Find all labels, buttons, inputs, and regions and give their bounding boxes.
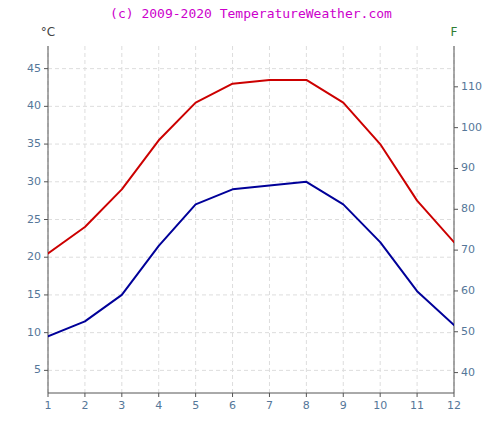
y-tick — [44, 181, 48, 182]
grid-line-y — [48, 68, 454, 69]
y-tick — [44, 144, 48, 145]
y2-tick — [454, 290, 458, 291]
grid-line-y — [48, 106, 454, 107]
x-tick — [454, 393, 455, 397]
y-tick-label: 25 — [27, 213, 41, 226]
grid-line-x — [195, 46, 196, 393]
x-tick — [121, 393, 122, 397]
grid-line-x — [84, 46, 85, 393]
x-tick-label: 3 — [118, 399, 125, 412]
texts: (c) 2009-2020 TemperatureWeather.com °C F — [41, 6, 458, 39]
x-tick-label: 10 — [373, 399, 387, 412]
y2-tick — [454, 127, 458, 128]
grid-line-x — [269, 46, 270, 393]
x-tick — [306, 393, 307, 397]
background — [0, 0, 504, 425]
y-axis-label: °C — [41, 25, 55, 39]
lines — [48, 80, 454, 336]
y2-tick — [454, 331, 458, 332]
x-tick-label: 6 — [229, 399, 236, 412]
y2-tick-label: 110 — [461, 80, 482, 93]
x-tick-label: 12 — [447, 399, 461, 412]
grid-line-y — [48, 257, 454, 258]
y2-tick-label: 70 — [461, 243, 475, 256]
y2-tick — [454, 250, 458, 251]
y-tick-label: 35 — [27, 137, 41, 150]
y-tick — [44, 332, 48, 333]
y-tick-label: 15 — [27, 288, 41, 301]
y2-tick — [454, 168, 458, 169]
grid-line-x — [158, 46, 159, 393]
x-tick — [158, 393, 159, 397]
x-tick — [343, 393, 344, 397]
axes: 5101520253035404540506070809010011012345… — [27, 46, 482, 412]
y-tick — [44, 370, 48, 371]
y2-axis-line — [454, 46, 455, 393]
x-tick-label: 9 — [340, 399, 347, 412]
grid-line-y — [48, 332, 454, 333]
y-tick — [44, 68, 48, 69]
grid-line-x — [454, 46, 455, 393]
x-tick — [417, 393, 418, 397]
y2-tick — [454, 372, 458, 373]
x-tick-label: 7 — [266, 399, 273, 412]
y2-tick-label: 50 — [461, 325, 475, 338]
x-tick — [269, 393, 270, 397]
x-tick-label: 2 — [81, 399, 88, 412]
grid-line-y — [48, 144, 454, 145]
y2-axis-label: F — [451, 25, 458, 39]
y2-tick-label: 90 — [461, 161, 475, 174]
title: (c) 2009-2020 TemperatureWeather.com — [110, 6, 392, 21]
y2-tick-label: 60 — [461, 284, 475, 297]
x-tick-label: 11 — [410, 399, 424, 412]
grid-line-y — [48, 370, 454, 371]
x-tick-label: 5 — [192, 399, 199, 412]
x-tick — [48, 393, 49, 397]
y-tick — [44, 294, 48, 295]
y-tick-label: 30 — [27, 175, 41, 188]
y-tick — [44, 106, 48, 107]
y-tick-label: 40 — [27, 99, 41, 112]
y2-tick-label: 100 — [461, 121, 482, 134]
grid-line-x — [232, 46, 233, 393]
y2-tick-label: 80 — [461, 202, 475, 215]
grid-line-x — [306, 46, 307, 393]
grid-line-x — [380, 46, 381, 393]
y-tick-label: 5 — [34, 363, 41, 376]
y-tick — [44, 219, 48, 220]
chart: 5101520253035404540506070809010011012345… — [0, 0, 504, 425]
x-tick — [380, 393, 381, 397]
x-tick — [232, 393, 233, 397]
x-tick — [84, 393, 85, 397]
grid-line-y — [48, 294, 454, 295]
x-tick-label: 1 — [45, 399, 52, 412]
x-tick-label: 4 — [155, 399, 162, 412]
x-axis-line — [48, 393, 454, 394]
grid-line-x — [121, 46, 122, 393]
grid-line-x — [343, 46, 344, 393]
grid-line-x — [417, 46, 418, 393]
y2-tick-label: 40 — [461, 366, 475, 379]
grid — [48, 46, 454, 393]
x-tick — [195, 393, 196, 397]
x-tick-label: 8 — [303, 399, 310, 412]
series-line — [48, 182, 454, 337]
y2-tick — [454, 209, 458, 210]
grid-line-y — [48, 219, 454, 220]
y-tick-label: 20 — [27, 250, 41, 263]
y-tick-label: 10 — [27, 326, 41, 339]
series-line — [48, 80, 454, 254]
y-tick-label: 45 — [27, 62, 41, 75]
y2-tick — [454, 86, 458, 87]
y-tick — [44, 257, 48, 258]
grid-line-y — [48, 181, 454, 182]
